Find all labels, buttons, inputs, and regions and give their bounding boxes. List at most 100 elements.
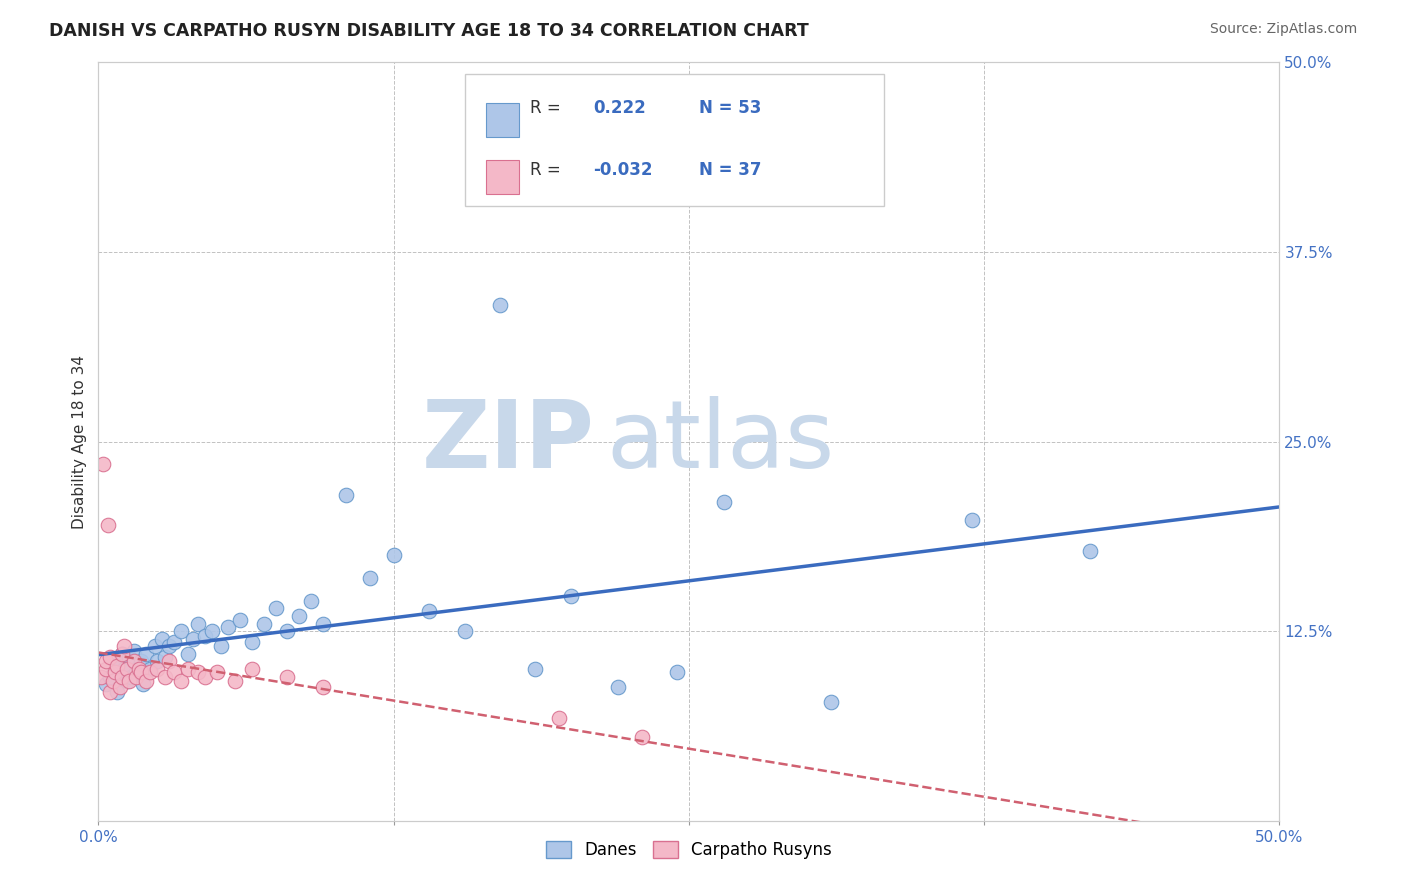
Point	[98, 685, 121, 699]
Text: Source: ZipAtlas.com: Source: ZipAtlas.com	[1209, 22, 1357, 37]
Point	[135, 674, 157, 689]
Point	[108, 680, 131, 694]
Point	[205, 665, 228, 679]
Point	[276, 624, 298, 639]
Point	[143, 639, 166, 653]
Point	[91, 458, 114, 472]
Point	[312, 616, 335, 631]
Point	[90, 669, 112, 683]
Point	[240, 634, 263, 648]
Point	[713, 495, 735, 509]
Point	[1080, 543, 1102, 558]
Point	[224, 674, 246, 689]
Point	[115, 674, 138, 689]
Point	[125, 669, 148, 683]
Point	[820, 695, 842, 709]
Point	[105, 685, 128, 699]
Point	[418, 604, 440, 618]
Point	[489, 298, 512, 312]
Point	[132, 677, 155, 691]
Point	[187, 665, 209, 679]
Point	[135, 647, 157, 661]
Point	[122, 644, 145, 658]
Point	[177, 647, 200, 661]
Point	[129, 665, 152, 679]
Point	[94, 677, 117, 691]
Point	[139, 662, 162, 676]
Point	[112, 639, 135, 653]
Point	[97, 517, 120, 532]
Point	[150, 632, 173, 646]
Point	[163, 634, 186, 648]
Point	[276, 669, 298, 683]
Point	[108, 655, 131, 669]
Point	[111, 647, 134, 661]
Point	[229, 614, 252, 628]
FancyBboxPatch shape	[486, 103, 519, 136]
Point	[121, 669, 143, 683]
Point	[453, 624, 475, 639]
Text: -0.032: -0.032	[593, 161, 652, 179]
Point	[118, 674, 141, 689]
Point	[181, 632, 204, 646]
FancyBboxPatch shape	[464, 74, 884, 207]
Text: DANISH VS CARPATHO RUSYN DISABILITY AGE 18 TO 34 CORRELATION CHART: DANISH VS CARPATHO RUSYN DISABILITY AGE …	[49, 22, 808, 40]
Point	[98, 649, 121, 664]
Point	[139, 665, 162, 679]
Point	[524, 662, 547, 676]
Point	[94, 655, 117, 669]
Point	[157, 639, 180, 653]
Point	[962, 513, 984, 527]
Point	[187, 616, 209, 631]
Point	[146, 662, 169, 676]
Point	[104, 662, 127, 676]
Point	[170, 674, 193, 689]
Point	[288, 608, 311, 623]
Point	[607, 680, 630, 694]
Text: R =: R =	[530, 99, 567, 117]
Point	[194, 629, 217, 643]
Point	[157, 655, 180, 669]
Point	[560, 589, 582, 603]
Point	[101, 674, 124, 689]
Text: atlas: atlas	[606, 395, 835, 488]
Point	[299, 594, 322, 608]
Point	[98, 669, 121, 683]
Point	[201, 624, 224, 639]
Text: R =: R =	[530, 161, 567, 179]
Point	[105, 659, 128, 673]
Point	[163, 665, 186, 679]
Point	[153, 649, 176, 664]
Point	[115, 662, 138, 676]
Point	[111, 669, 134, 683]
Point	[194, 669, 217, 683]
Point	[253, 616, 276, 631]
Text: N = 53: N = 53	[699, 99, 762, 117]
Text: N = 37: N = 37	[699, 161, 762, 179]
Point	[125, 665, 148, 679]
Y-axis label: Disability Age 18 to 34: Disability Age 18 to 34	[72, 354, 87, 529]
Point	[217, 619, 239, 633]
Point	[94, 662, 117, 676]
Point	[153, 669, 176, 683]
Point	[177, 662, 200, 676]
Point	[209, 639, 232, 653]
Point	[122, 655, 145, 669]
Text: ZIP: ZIP	[422, 395, 595, 488]
Point	[111, 647, 134, 661]
Point	[240, 662, 263, 676]
Point	[264, 601, 287, 615]
Point	[118, 649, 141, 664]
Legend: Danes, Carpatho Rusyns: Danes, Carpatho Rusyns	[538, 834, 839, 865]
FancyBboxPatch shape	[486, 161, 519, 194]
Point	[170, 624, 193, 639]
Point	[548, 710, 571, 724]
Point	[335, 487, 357, 501]
Point	[112, 662, 135, 676]
Point	[666, 665, 689, 679]
Text: 0.222: 0.222	[593, 99, 645, 117]
Point	[312, 680, 335, 694]
Point	[104, 665, 127, 679]
Point	[129, 655, 152, 669]
Point	[146, 655, 169, 669]
